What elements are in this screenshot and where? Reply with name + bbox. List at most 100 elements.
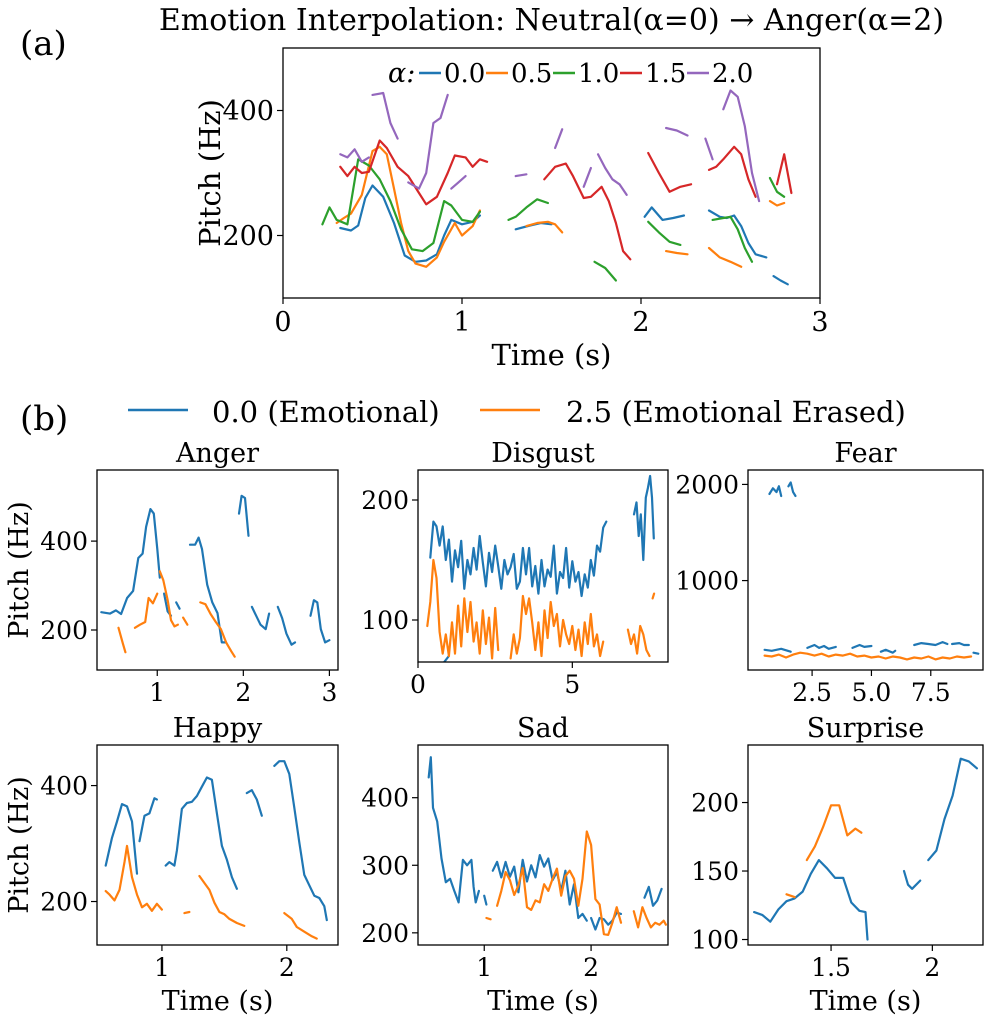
chart-disgust-xtick-label-1: 5	[564, 670, 580, 699]
chart-surprise-ytick-label-0: 100	[691, 926, 739, 955]
chart-sad-series-1-segment-2	[632, 906, 667, 929]
chart-disgust-ytick-label-1: 200	[361, 486, 409, 515]
chart-disgust-series-1-segment-1	[509, 594, 605, 660]
chart-a-xtick-label-3: 3	[811, 307, 828, 338]
chart-happy-series-1-segment-1	[183, 910, 191, 915]
chart-anger-series-1-segment-3	[182, 616, 189, 626]
chart-a-series-4-segment-4	[514, 173, 528, 178]
chart-anger-series-1-segment-4	[199, 601, 236, 658]
chart-a-series-2-segment-5	[768, 176, 786, 198]
chart-a-ytick-label-1: 400	[222, 96, 274, 127]
chart-surprise-series-0-segment-1	[902, 869, 922, 890]
chart-sad-xtick-label-0: 1	[476, 953, 492, 982]
chart-disgust-title: Disgust	[491, 438, 595, 469]
chart-a-series-4-segment-1	[371, 91, 399, 140]
panel-a-label: (a)	[20, 24, 67, 64]
legend-a: α: 0.0 0.5 1.0 1.5 2.0	[388, 58, 753, 89]
chart-surprise-xtick-label-1: 2	[924, 953, 940, 982]
chart-a-series	[321, 89, 793, 286]
chart-anger-series-0-segment-8	[309, 599, 331, 644]
chart-surprise-ytick-label-2: 200	[691, 789, 739, 818]
chart-fear-xtick-label-1: 5.0	[852, 678, 892, 707]
chart-sad-ytick-label-0: 200	[361, 919, 409, 948]
chart-a-ylabel: Pitch (Hz)	[193, 99, 227, 247]
chart-a-series-4-segment-9	[704, 137, 714, 161]
chart-fear-title: Fear	[834, 438, 896, 469]
chart-disgust-frame	[417, 469, 669, 663]
chart-a-title: Emotion Interpolation: Neutral(α=0) → An…	[159, 3, 944, 38]
chart-surprise-xtick-label-0: 1.5	[811, 953, 851, 982]
chart-a-series-4-segment-3	[450, 175, 467, 190]
chart-a-xtick-label-2: 2	[632, 307, 649, 338]
chart-fear-series-0-segment-4	[851, 643, 873, 649]
chart-anger-xtick-label-0: 1	[149, 678, 165, 707]
chart-disgust-series-0-segment-0	[429, 520, 608, 598]
chart-a-series-2-segment-2	[593, 260, 617, 282]
chart-a-xtick-label-1: 1	[453, 307, 470, 338]
chart-a-series-0-segment-3	[707, 209, 768, 259]
chart-fear: 2.5 5.0 7.5 1000 2000 Fear	[675, 438, 984, 707]
chart-fear-series-0-segment-0	[768, 485, 783, 498]
chart-surprise-series-0-segment-2	[927, 757, 978, 862]
chart-a-series-3-segment-2	[647, 151, 693, 193]
chart-sad-ytick-label-2: 400	[361, 784, 409, 813]
chart-anger-series-0-segment-0	[100, 508, 161, 616]
chart-anger-series-0-segment-7	[276, 605, 297, 646]
chart-happy-ytick-label-1: 400	[40, 772, 88, 801]
chart-happy-frame	[96, 744, 339, 946]
legend-b: 0.0 (Emotional) 2.5 (Emotional Erased)	[128, 395, 906, 429]
chart-a-series-4-segment-10	[722, 89, 761, 203]
chart-happy-ytick-label-0: 200	[40, 888, 88, 917]
chart-anger-ytick-label-1: 400	[40, 527, 88, 556]
chart-a-series-4-segment-5	[554, 128, 564, 150]
chart-a-series-4-segment-6	[582, 166, 592, 188]
chart-a-series-1-segment-4	[768, 200, 786, 207]
chart-disgust: 0 5 100 200 Disgust	[361, 438, 669, 699]
chart-happy-series-0-segment-0	[104, 803, 139, 875]
chart-fear-series-0-segment-5	[879, 648, 897, 654]
chart-a-series-2-segment-1	[507, 198, 549, 221]
legend-a-prefix: α:	[388, 58, 415, 89]
legend-b-label-emotional: 0.0 (Emotional)	[212, 395, 440, 429]
chart-happy-series-0-segment-2	[164, 776, 238, 890]
chart-happy-series-0-segment-4	[273, 760, 328, 922]
chart-a-series-2-segment-0	[321, 158, 481, 253]
chart-anger-title: Anger	[175, 438, 259, 469]
legend-b-label-erased: 2.5 (Emotional Erased)	[566, 395, 906, 429]
chart-surprise-xlabel: Time (s)	[810, 986, 922, 1017]
chart-disgust-series-0-segment-1	[632, 474, 655, 562]
chart-anger-ylabel: Pitch (Hz)	[4, 501, 35, 639]
chart-a-series-4-segment-8	[665, 126, 689, 137]
chart-anger-series-0-segment-2	[175, 601, 181, 610]
chart-a-series-4-segment-0	[339, 148, 370, 163]
chart-a-xtick-label-0: 0	[274, 307, 291, 338]
legend-a-label-4: 2.0	[712, 59, 753, 89]
chart-fear-series-0-segment-8	[972, 651, 980, 655]
chart-happy-ylabel: Pitch (Hz)	[4, 776, 35, 914]
chart-sad-series-1-segment-1	[496, 830, 623, 936]
chart-surprise-series-1-segment-1	[805, 804, 863, 862]
chart-anger: 1 2 3 200 400 Anger Pitch (Hz)	[4, 438, 339, 707]
chart-happy-series-1-segment-3	[283, 912, 318, 940]
chart-surprise-ytick-label-1: 150	[691, 857, 739, 886]
chart-anger-series-0-segment-4	[237, 494, 250, 537]
chart-anger-series	[100, 494, 331, 658]
chart-anger-series-1-segment-1	[133, 592, 159, 629]
chart-fear-ytick-label-0: 1000	[675, 567, 739, 596]
chart-a-series-1-segment-3	[707, 246, 743, 268]
chart-anger-series-0-segment-3	[188, 536, 228, 644]
chart-a-frame	[282, 47, 821, 299]
chart-a-series-3-segment-1	[543, 162, 632, 261]
chart-sad-series	[427, 756, 667, 936]
chart-disgust-series-0-segment-2	[443, 654, 450, 662]
chart-sad-xlabel: Time (s)	[487, 986, 599, 1017]
legend-a-label-0: 0.0	[444, 59, 485, 89]
chart-surprise-series-0-segment-0	[753, 859, 869, 941]
chart-disgust-ytick-label-0: 100	[361, 606, 409, 635]
chart-a-series-1-segment-2	[665, 250, 689, 256]
chart-a-ytick-label-0: 200	[222, 221, 274, 252]
chart-sad-series-0-segment-1	[483, 894, 488, 906]
chart-sad-series-0-segment-0	[427, 756, 480, 904]
chart-sad-xtick-label-1: 2	[583, 953, 599, 982]
chart-fear-series-0-segment-7	[951, 642, 970, 647]
